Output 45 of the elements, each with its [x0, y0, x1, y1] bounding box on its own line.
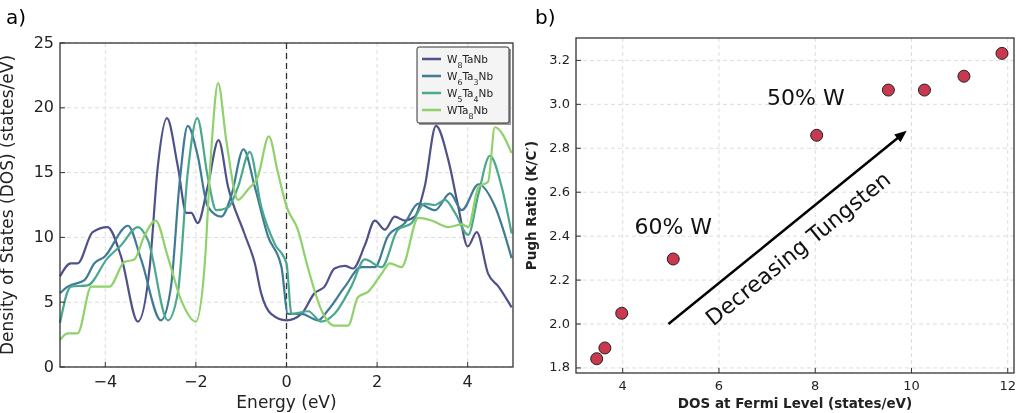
point [810, 128, 824, 142]
y-tick-label: 15 [33, 162, 54, 182]
annotation: 50% W [767, 84, 846, 110]
point [615, 306, 629, 320]
x-tick-label: 12 [999, 378, 1017, 393]
y-tick-label: 5 [43, 291, 54, 311]
annotation: 60% W [634, 214, 713, 240]
y-axis-title: Pugh Ratio (K/C′) [523, 140, 540, 271]
point [995, 46, 1009, 60]
y-tick-label: 1.8 [549, 359, 570, 375]
chart-title: a) [6, 5, 27, 29]
chart-title: b) [535, 5, 556, 29]
y-tick-label: 3.2 [549, 51, 570, 67]
point [598, 341, 612, 355]
point [917, 83, 931, 97]
x-axis-title: Energy (eV) [236, 392, 337, 412]
y-tick-label: 2.0 [549, 315, 570, 331]
y-tick-label: 25 [33, 32, 54, 52]
y-tick-label: 3.0 [549, 95, 570, 111]
legend-label: W$_{6}$Ta$_{3}$Nb [447, 70, 494, 87]
x-tick-label: 0 [281, 372, 292, 391]
x-tick-label: −4 [93, 372, 118, 391]
y-tick-label: 20 [33, 97, 54, 117]
x-tick-label: 4 [462, 372, 473, 391]
y-tick-label: 10 [33, 226, 54, 246]
y-tick-label: 2.6 [549, 183, 570, 199]
x-tick-label: 6 [714, 378, 724, 393]
point [881, 83, 895, 97]
point [590, 352, 604, 366]
point [957, 69, 971, 83]
y-tick-label: 2.8 [549, 139, 570, 155]
x-tick-label: 4 [618, 378, 627, 393]
point [666, 252, 680, 266]
legend-label: W$_{5}$Ta$_{4}$Nb [447, 87, 494, 104]
y-axis-title: Density of States (DOS) (states/eV) [0, 54, 18, 356]
y-tick-label: 2.4 [549, 227, 570, 243]
y-tick-label: 2.2 [549, 271, 570, 287]
legend-label: WTa$_{8}$Nb [447, 104, 489, 121]
legend-label: W$_{8}$TaNb [447, 53, 489, 70]
x-tick-label: 10 [903, 378, 920, 393]
x-tick-label: 2 [372, 372, 383, 391]
x-tick-label: 8 [811, 378, 820, 393]
x-axis-title: DOS at Fermi Level (states/eV) [677, 394, 913, 411]
x-tick-label: −2 [184, 372, 208, 391]
y-tick-label: 0 [43, 356, 54, 376]
